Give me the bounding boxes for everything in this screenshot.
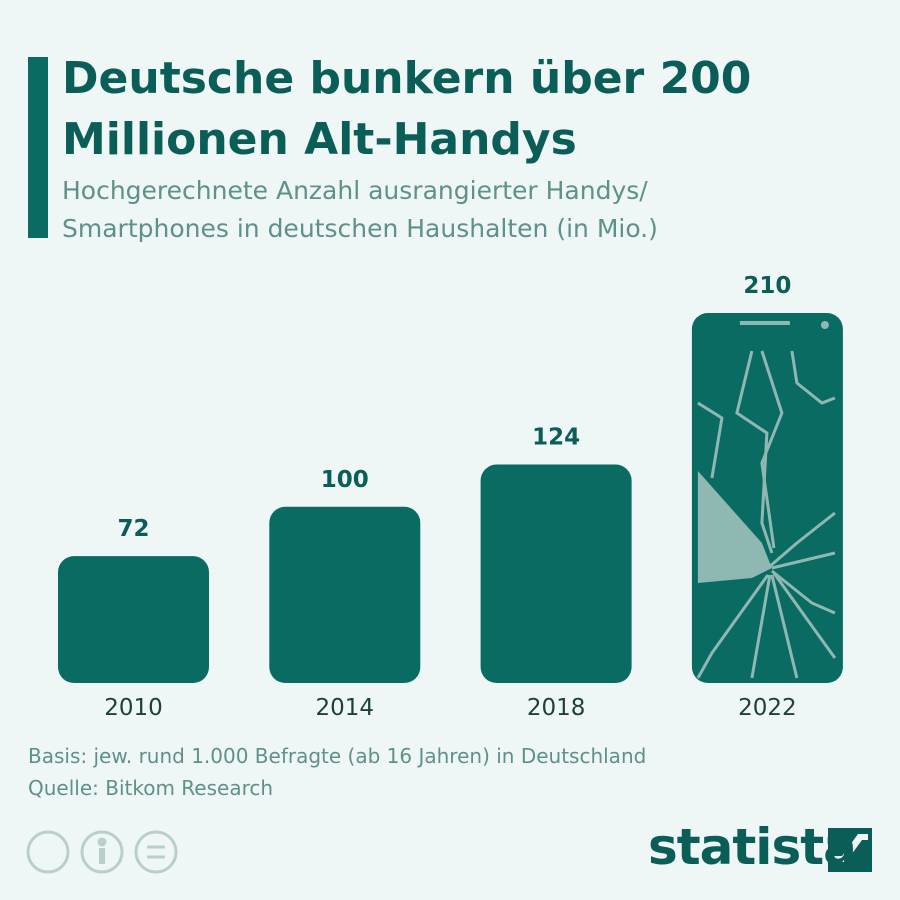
- crack-line: [771, 551, 836, 570]
- note: Basis: jew. rund 1.000 Befragte (ab 16 J…: [28, 744, 647, 768]
- crack-line: [770, 569, 836, 615]
- x-tick-label: 2010: [104, 695, 163, 721]
- chart-title: Deutsche bunkern über 200 Millionen Alt-…: [62, 53, 752, 165]
- by-head: [97, 837, 107, 847]
- chart-subtitle: Hochgerechnete Anzahl ausrangierter Hand…: [62, 176, 658, 243]
- logo-icon: [828, 828, 872, 872]
- crack-shard: [697, 471, 772, 583]
- by-icon: [80, 830, 124, 874]
- logo-wave: [832, 834, 868, 862]
- crack-line: [750, 574, 772, 679]
- bar: [58, 556, 209, 683]
- crack-line: [696, 574, 770, 679]
- phone-cracks: [696, 350, 837, 679]
- bar: [269, 506, 421, 683]
- cc-icon: [26, 830, 70, 874]
- note: Quelle: Bitkom Research: [28, 776, 274, 800]
- crack-line: [697, 401, 724, 479]
- bar: [480, 464, 632, 683]
- crack-line: [772, 572, 837, 659]
- crack-line: [735, 350, 774, 554]
- value-label: 100: [321, 467, 369, 493]
- crack-line: [770, 574, 799, 679]
- title-accent: [28, 57, 48, 238]
- crack-line: [790, 350, 836, 405]
- crack-line: [766, 511, 836, 570]
- nd-icon: [134, 830, 178, 874]
- value-label: 72: [117, 516, 149, 542]
- logo-text: statista: [648, 818, 857, 876]
- x-tick-label: 2022: [738, 695, 797, 721]
- value-label: 210: [743, 273, 791, 299]
- x-tick-label: 2014: [316, 695, 375, 721]
- x-tick-label: 2018: [527, 695, 586, 721]
- notes: Basis: jew. rund 1.000 Befragte (ab 16 J…: [28, 740, 646, 804]
- crack-line: [760, 350, 784, 549]
- phone-camera: [820, 321, 829, 329]
- license-icons: [26, 830, 178, 874]
- value-label: 124: [532, 425, 580, 451]
